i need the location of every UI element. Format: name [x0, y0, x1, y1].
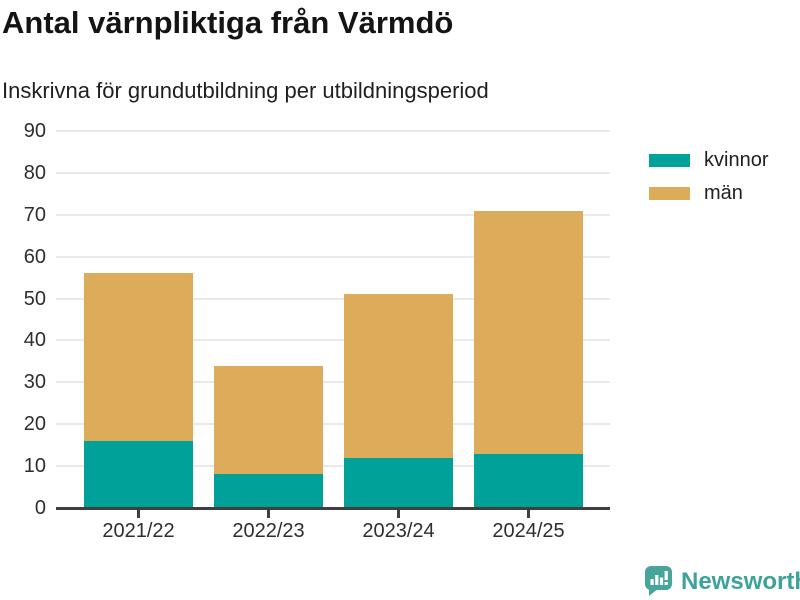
x-tick-2023/24	[397, 510, 400, 518]
y-tick-label-30: 30	[23, 371, 46, 394]
gridline-10	[56, 465, 610, 468]
bar-2022/23-kvinnor	[214, 474, 323, 508]
y-tick-label-10: 10	[23, 455, 46, 478]
y-tick-label-50: 50	[23, 287, 46, 310]
x-tick-label-2023/24: 2023/24	[362, 520, 435, 542]
legend-item-kvinnor: kvinnor	[649, 149, 768, 172]
bar-2024/25-män	[474, 210, 583, 454]
gridline-50	[56, 297, 610, 300]
legend-label-kvinnor: kvinnor	[704, 149, 769, 171]
legend: kvinnor män	[649, 149, 768, 205]
y-tick-label-70: 70	[23, 203, 46, 226]
gridline-60	[56, 255, 610, 258]
gridline-20	[56, 423, 610, 426]
x-tick-label-2022/23: 2022/23	[232, 520, 305, 542]
y-tick-label-40: 40	[23, 329, 46, 352]
bar-2023/24-män	[344, 294, 453, 458]
x-tick-2022/23	[267, 510, 270, 518]
newsworthy-logo-icon	[645, 566, 672, 596]
gridline-40	[56, 339, 610, 342]
gridline-90	[56, 130, 610, 132]
chart-subtitle: Inskrivna för grundutbildning per utbild…	[2, 78, 489, 103]
gridline-80	[56, 171, 610, 174]
gridline-70	[56, 213, 610, 216]
legend-swatch-man	[649, 187, 690, 200]
y-tick-label-60: 60	[23, 245, 46, 268]
newsworthy-logo-text: Newsworthy	[681, 567, 800, 595]
x-tick-label-2021/22: 2021/22	[102, 520, 175, 542]
legend-label-man: män	[704, 182, 743, 204]
legend-swatch-kvinnor	[649, 154, 690, 167]
bar-2021/22-män	[84, 273, 193, 441]
y-tick-label-80: 80	[23, 161, 46, 184]
gridline-30	[56, 381, 610, 384]
x-axis-line	[56, 507, 610, 510]
newsworthy-branding: Newsworthy	[645, 566, 800, 597]
y-tick-label-0: 0	[34, 497, 46, 519]
bar-2022/23-män	[214, 365, 323, 475]
bar-2023/24-kvinnor	[344, 457, 453, 508]
x-tick-label-2024/25: 2024/25	[492, 520, 565, 542]
y-tick-label-20: 20	[23, 413, 46, 436]
y-tick-label-90: 90	[23, 120, 46, 142]
bar-2024/25-kvinnor	[474, 453, 583, 508]
x-tick-2024/25	[527, 510, 530, 518]
x-tick-2021/22	[137, 510, 140, 518]
bar-2021/22-kvinnor	[84, 440, 193, 508]
legend-item-man: män	[649, 182, 768, 205]
chart-title: Antal värnpliktiga från Värmdö	[2, 5, 454, 40]
